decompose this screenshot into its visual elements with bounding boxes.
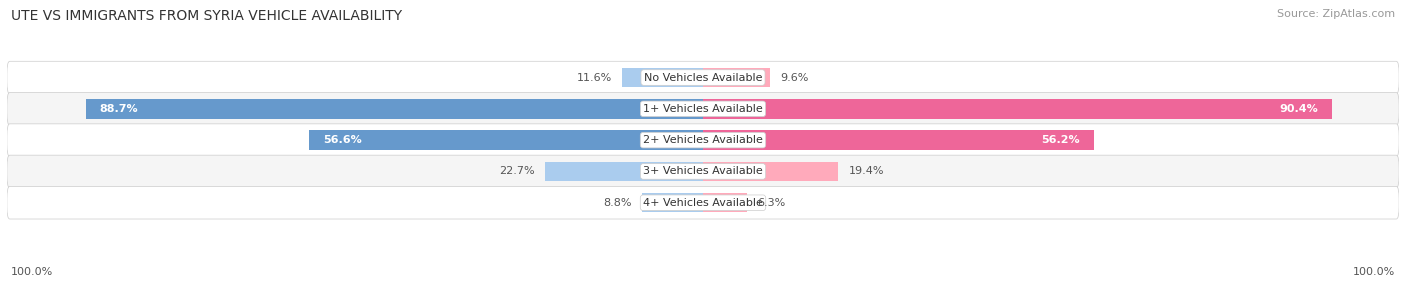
Bar xyxy=(703,99,1331,118)
Text: 6.3%: 6.3% xyxy=(758,198,786,208)
Bar xyxy=(703,130,1094,150)
Text: 1+ Vehicles Available: 1+ Vehicles Available xyxy=(643,104,763,114)
Text: UTE VS IMMIGRANTS FROM SYRIA VEHICLE AVAILABILITY: UTE VS IMMIGRANTS FROM SYRIA VEHICLE AVA… xyxy=(11,9,402,23)
Text: Source: ZipAtlas.com: Source: ZipAtlas.com xyxy=(1277,9,1395,19)
FancyBboxPatch shape xyxy=(7,61,1399,94)
Bar xyxy=(703,193,747,212)
Text: 19.4%: 19.4% xyxy=(848,166,884,176)
Text: 88.7%: 88.7% xyxy=(100,104,138,114)
Bar xyxy=(309,130,703,150)
Text: 11.6%: 11.6% xyxy=(576,73,612,83)
Bar xyxy=(86,99,703,118)
FancyBboxPatch shape xyxy=(7,155,1399,188)
Text: 3+ Vehicles Available: 3+ Vehicles Available xyxy=(643,166,763,176)
Bar xyxy=(623,68,703,87)
Text: 90.4%: 90.4% xyxy=(1279,104,1319,114)
Text: 9.6%: 9.6% xyxy=(780,73,808,83)
Text: No Vehicles Available: No Vehicles Available xyxy=(644,73,762,83)
Bar xyxy=(546,162,703,181)
Text: 56.2%: 56.2% xyxy=(1042,135,1080,145)
Text: 56.6%: 56.6% xyxy=(323,135,361,145)
Text: 8.8%: 8.8% xyxy=(603,198,631,208)
Bar xyxy=(703,68,770,87)
Bar xyxy=(641,193,703,212)
FancyBboxPatch shape xyxy=(7,93,1399,125)
FancyBboxPatch shape xyxy=(7,186,1399,219)
Text: 4+ Vehicles Available: 4+ Vehicles Available xyxy=(643,198,763,208)
Bar xyxy=(703,162,838,181)
Text: 100.0%: 100.0% xyxy=(1353,267,1395,277)
Text: 100.0%: 100.0% xyxy=(11,267,53,277)
Text: 22.7%: 22.7% xyxy=(499,166,534,176)
Text: 2+ Vehicles Available: 2+ Vehicles Available xyxy=(643,135,763,145)
FancyBboxPatch shape xyxy=(7,124,1399,156)
